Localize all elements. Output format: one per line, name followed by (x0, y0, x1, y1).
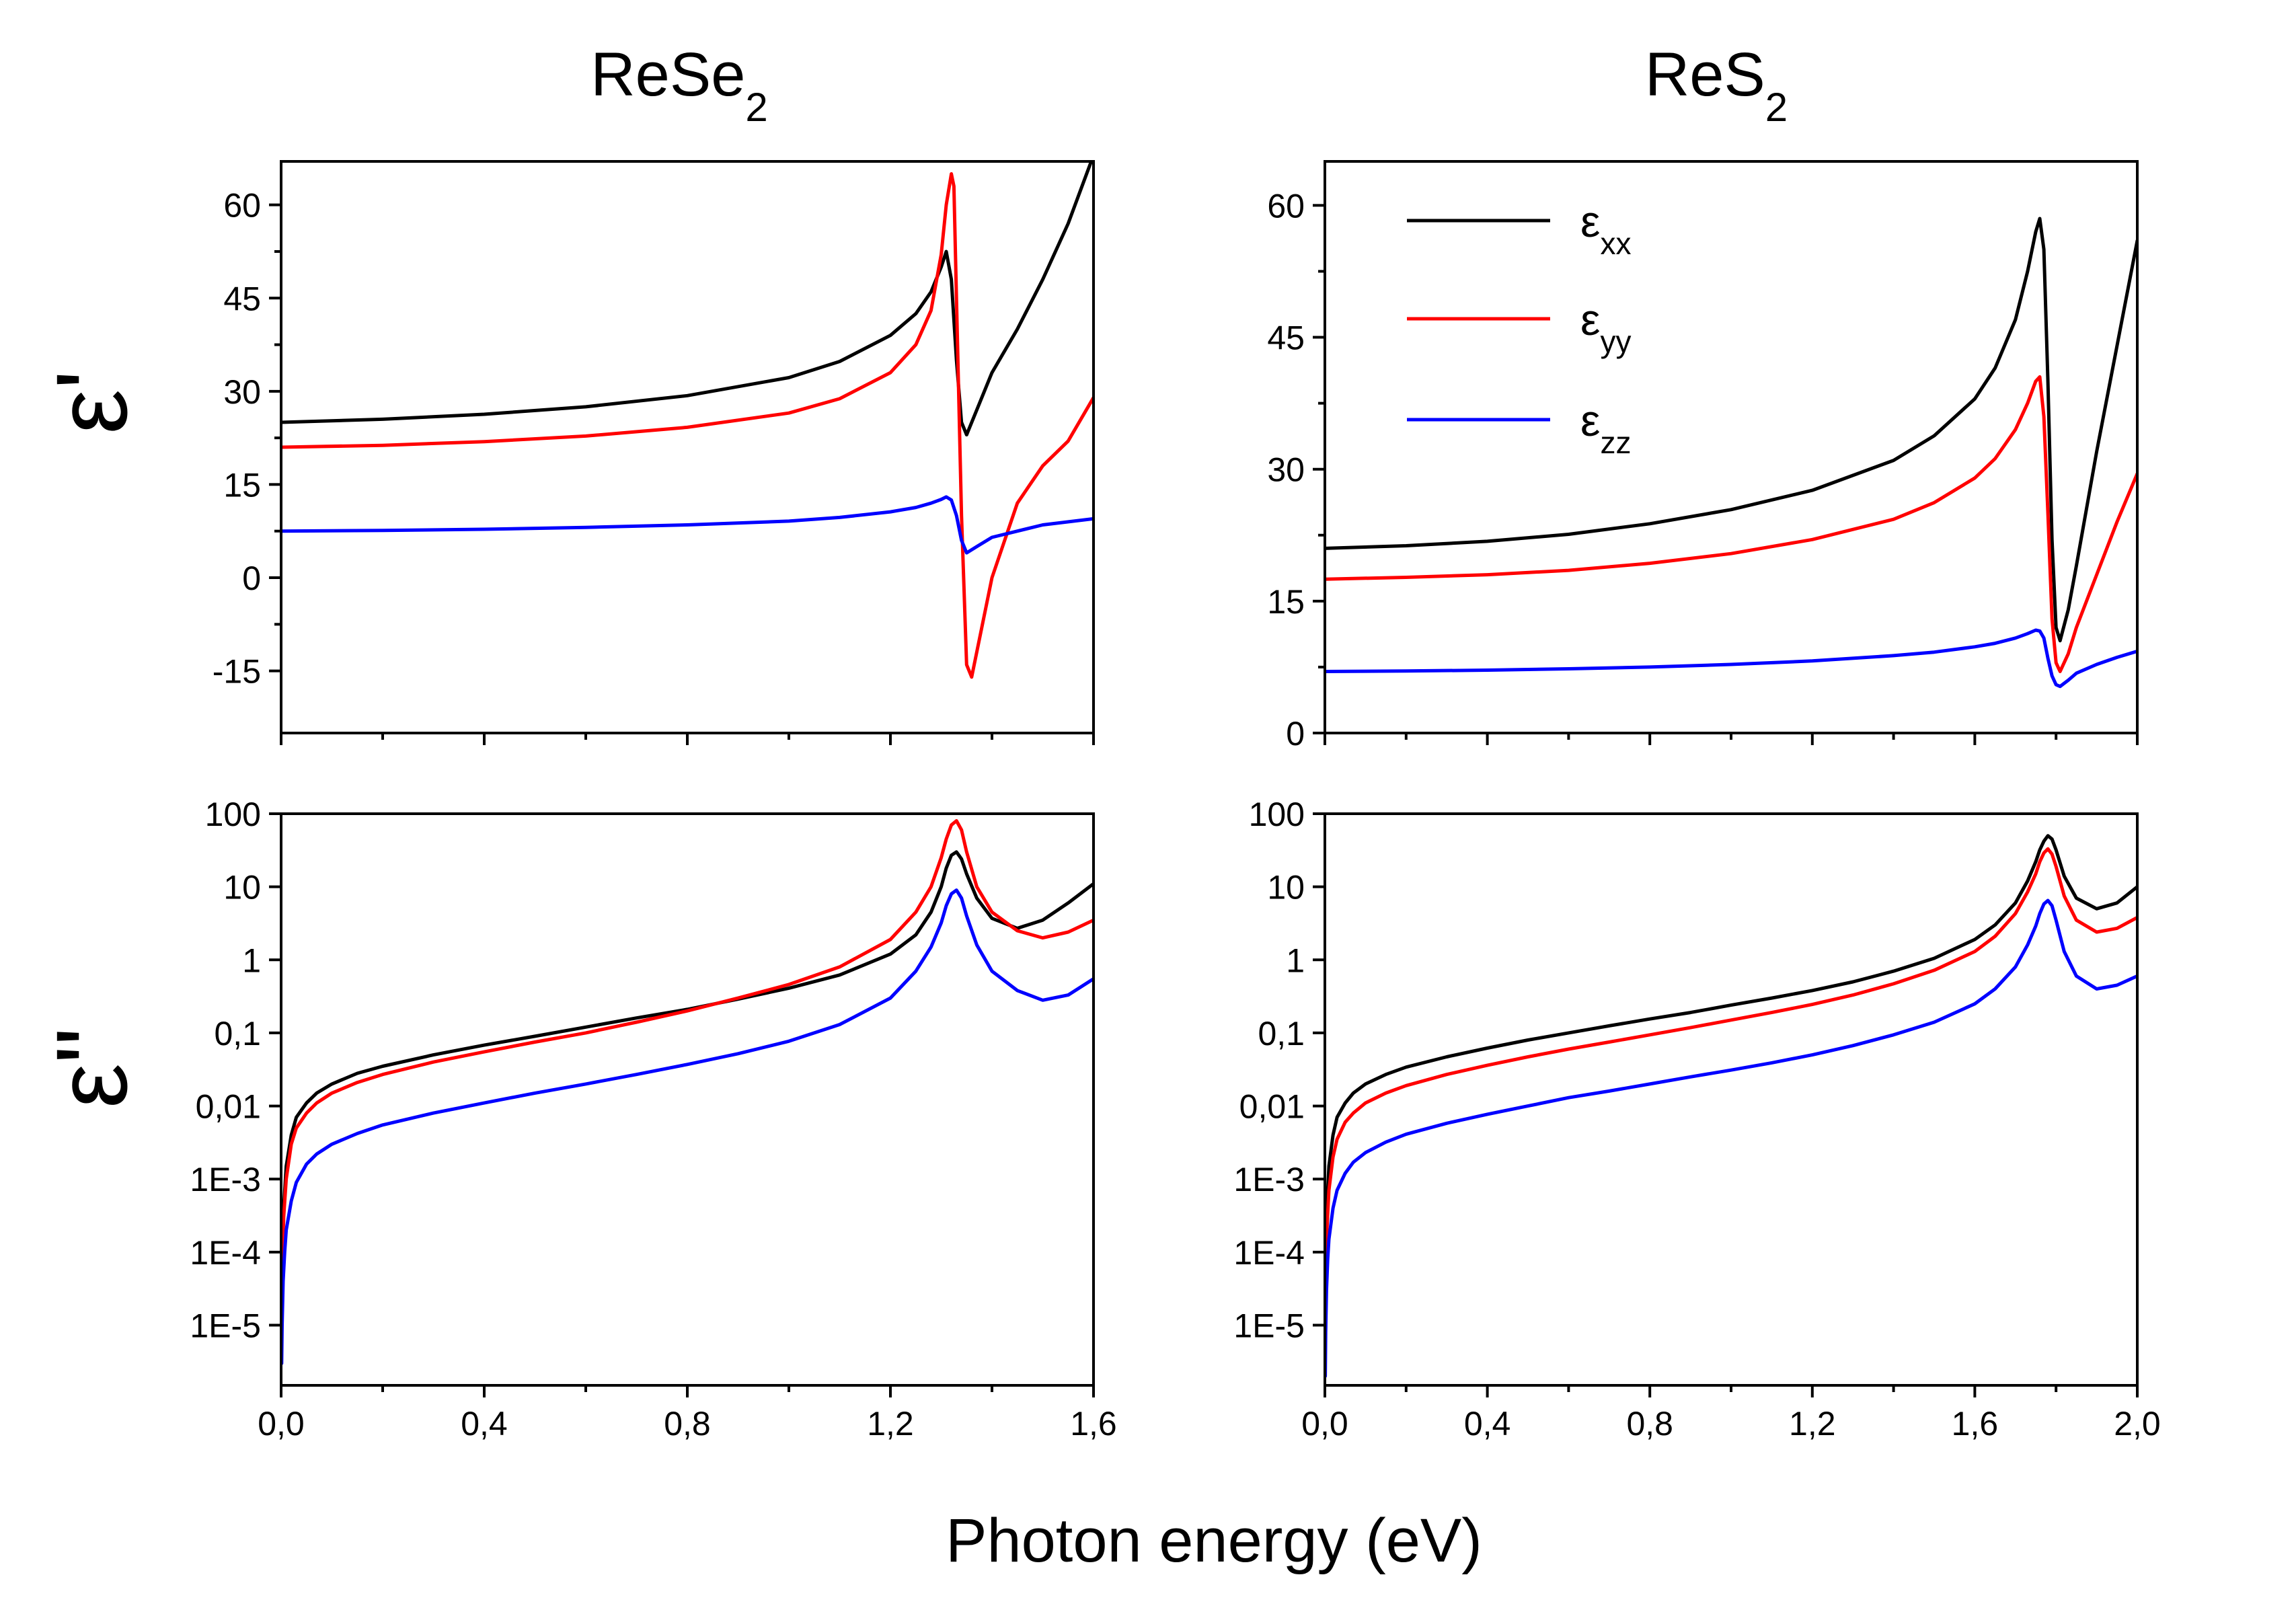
y-tick-label: 0,01 (1239, 1088, 1305, 1126)
x-tick-label: 0,4 (1464, 1405, 1511, 1443)
series-line-rese2-imag-ezz (281, 888, 1094, 1365)
column-title-rese2-text: ReSe (590, 40, 745, 109)
y-tick-label: 0 (242, 560, 261, 597)
series-line-rese2-real-eyy (281, 172, 1094, 679)
series-line-rese2-imag-exx (281, 850, 1094, 1293)
y-tick-label: 100 (205, 796, 261, 833)
row-label-imag-text: ε" (35, 1028, 148, 1108)
x-tick-label: 1,6 (1070, 1405, 1117, 1443)
series-line-rese2-real-exx (281, 161, 1094, 436)
y-tick-label: 30 (223, 373, 261, 411)
y-tick-label: 0,1 (214, 1015, 261, 1052)
y-tick-label: 1E-5 (190, 1307, 261, 1344)
x-tick-label: 1,6 (1952, 1405, 1999, 1443)
legend-label-ezz: εzz (1580, 395, 1631, 460)
x-tick-label: 1,2 (867, 1405, 914, 1443)
y-tick-label: 1E-4 (1233, 1234, 1305, 1272)
legend-label-exx-symbol: ε (1580, 196, 1600, 246)
y-tick-label: 0 (1286, 715, 1305, 753)
plot-frame-rese2-real (280, 160, 1095, 734)
row-label-real-symbol: ε (35, 389, 148, 434)
row-label-imag-prime: " (35, 1028, 148, 1063)
legend-label-ezz-symbol: ε (1580, 395, 1600, 445)
legend-label-ezz-sub: zz (1600, 425, 1631, 460)
row-label-imag-symbol: ε (35, 1063, 148, 1108)
legend-label-exx-sub: xx (1600, 226, 1631, 261)
y-tick-label: 100 (1249, 796, 1305, 833)
series-line-res2-imag-eyy (1325, 847, 2137, 1305)
x-tick-label: 0,8 (664, 1405, 711, 1443)
panel-res2-imag: 0,0 0,4 0,8 1,2 1,6 2,0 1E-5 1E-4 1E-3 0,01 0,1 1 10… (1233, 796, 2160, 1443)
series-line-rese2-imag-eyy (281, 819, 1094, 1305)
legend-label-eyy: εyy (1580, 295, 1631, 359)
y-tick-label: 1E-3 (190, 1161, 261, 1198)
y-tick-label: 1E-5 (1233, 1307, 1305, 1344)
x-tick-label: 0,0 (258, 1405, 305, 1443)
series-line-res2-real-ezz (1325, 628, 2137, 689)
y-tick-label: 15 (1267, 583, 1305, 621)
x-axis-label: Photon energy (eV) (946, 1506, 1482, 1575)
panel-rese2-imag: 0,0 0,4 0,8 1,2 1,6 1E-5 1E-4 1E-3 0,01 0,1 1 10 100 (190, 796, 1116, 1443)
plot-frame-rese2-imag (280, 812, 1095, 1387)
column-title-rese2: ReSe2 (590, 40, 768, 130)
x-tick-label: 0,4 (461, 1405, 508, 1443)
row-label-imag: ε" (35, 1028, 148, 1108)
y-tick-label: 1E-4 (190, 1234, 261, 1272)
y-tick-label: 10 (1267, 869, 1305, 907)
row-label-real-prime: ' (35, 370, 148, 389)
y-tick-label: 0,01 (196, 1088, 261, 1126)
y-tick-label: 60 (223, 187, 261, 225)
legend-label-eyy-sub: yy (1600, 324, 1631, 359)
y-tick-label: 0,1 (1258, 1015, 1305, 1052)
series-line-rese2-real-ezz (281, 495, 1094, 555)
legend: εxx εyy εzz (1407, 196, 1631, 460)
legend-label-exx: εxx (1580, 196, 1631, 261)
y-tick-label: 15 (223, 466, 261, 504)
x-tick-label: 0,8 (1626, 1405, 1673, 1443)
column-title-res2: ReS2 (1645, 40, 1788, 130)
series-line-res2-imag-exx (1325, 834, 2137, 1293)
y-tick-label: 45 (1267, 319, 1305, 357)
series-line-res2-imag-ezz (1325, 898, 2137, 1378)
y-tick-label: 1 (1286, 942, 1305, 979)
column-title-res2-subscript: 2 (1765, 85, 1788, 130)
y-tick-label: 10 (223, 869, 261, 907)
panel-res2-real: 0 15 30 45 60 (1267, 160, 2139, 753)
column-title-res2-text: ReS (1645, 40, 1765, 109)
row-label-real: ε' (35, 370, 148, 434)
y-tick-label: 30 (1267, 451, 1305, 489)
y-tick-label: -15 (213, 653, 261, 691)
legend-label-eyy-symbol: ε (1580, 295, 1600, 344)
series-line-res2-real-eyy (1325, 375, 2137, 673)
y-tick-label: 60 (1267, 187, 1305, 225)
plot-frame-res2-imag (1324, 812, 2139, 1387)
plot-frame-res2-real (1324, 160, 2139, 734)
y-tick-label: 1 (242, 942, 261, 979)
series-line-res2-real-exx (1325, 217, 2137, 643)
panel-rese2-real: -15 0 15 30 45 60 (213, 160, 1095, 745)
x-tick-label: 1,2 (1789, 1405, 1836, 1443)
column-title-rese2-subscript: 2 (745, 85, 767, 130)
row-label-real-text: ε' (35, 370, 148, 434)
y-tick-label: 1E-3 (1233, 1161, 1305, 1198)
x-tick-label: 2,0 (2114, 1405, 2161, 1443)
y-tick-label: 45 (223, 280, 261, 317)
x-tick-label: 0,0 (1301, 1405, 1348, 1443)
